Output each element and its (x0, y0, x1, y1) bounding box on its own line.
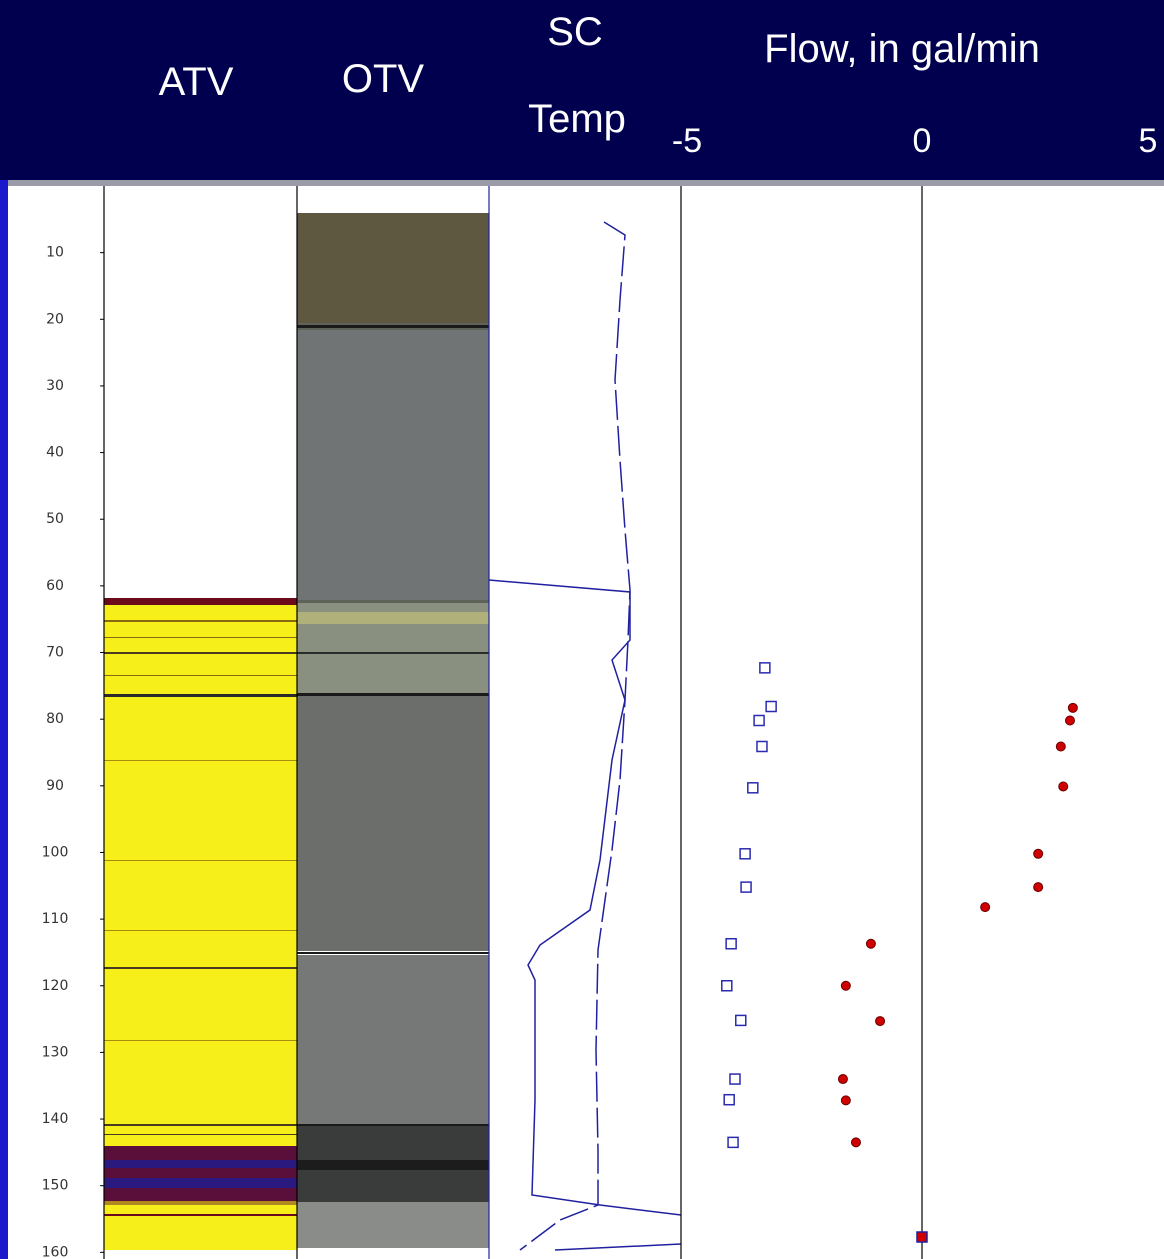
flow-point (747, 782, 759, 794)
flow-point (1067, 702, 1078, 713)
otv-header: OTV (342, 57, 425, 101)
y-tick-label: 110 (42, 911, 69, 927)
flow-point (980, 902, 991, 913)
sc-temp-curves (488, 221, 682, 1251)
flow-point (727, 1136, 739, 1149)
flow-point (840, 980, 851, 991)
flow-point (740, 881, 752, 893)
flow-point (916, 1231, 928, 1243)
y-tick-label: 140 (42, 1111, 69, 1127)
flow-point (1033, 848, 1044, 859)
flow-point (837, 1074, 848, 1085)
flow-point (1058, 781, 1069, 792)
flow-point (850, 1137, 861, 1148)
flow-point (865, 938, 876, 949)
flow-header: Flow, in gal/min (764, 27, 1040, 71)
y-tick-label: 20 (46, 311, 64, 327)
flow-point (725, 938, 737, 950)
y-tick-label: 120 (42, 978, 69, 994)
y-tick-label: 130 (42, 1044, 69, 1060)
y-tick-label: 60 (46, 578, 64, 594)
flow-point (840, 1095, 851, 1106)
x-tick-label: -5 (672, 122, 702, 160)
flow-point (721, 980, 733, 992)
otv-image (297, 213, 489, 1248)
flow-points (721, 662, 1078, 1243)
atv-header: ATV (159, 60, 234, 104)
y-tick-label: 90 (46, 778, 64, 794)
y-tick-label: 50 (46, 511, 64, 527)
flow-point (735, 1014, 747, 1027)
y-tick-label: 160 (42, 1244, 69, 1259)
left-strip (0, 180, 8, 1259)
x-tick-label: 5 (1139, 122, 1158, 160)
y-tick-label: 40 (46, 445, 64, 461)
flow-point (739, 848, 751, 860)
flow-point (765, 700, 777, 713)
flow-point (759, 662, 771, 674)
temp-header: Temp (528, 97, 626, 141)
flow-point (723, 1093, 735, 1106)
x-tick-label: 0 (913, 122, 932, 160)
flow-point (1033, 882, 1044, 893)
y-tick-label: 80 (46, 711, 64, 727)
atv-image (104, 598, 297, 1250)
flow-point (753, 714, 765, 727)
flow-point (1055, 741, 1066, 752)
y-tick-label: 100 (42, 844, 69, 860)
top-rule (8, 180, 1164, 186)
y-tick-label: 70 (46, 645, 64, 661)
flow-point (729, 1073, 741, 1085)
sc-header: SC (547, 10, 603, 54)
flow-point (1064, 715, 1075, 726)
y-tick-label: 150 (42, 1178, 69, 1194)
flow-point (875, 1016, 886, 1027)
flow-point (756, 740, 768, 753)
y-tick-label: 10 (46, 245, 64, 261)
track-borders (103, 186, 682, 1259)
y-tick-label: 30 (46, 378, 64, 394)
